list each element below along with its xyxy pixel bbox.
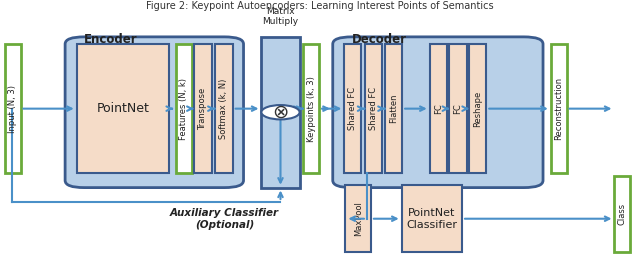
Text: Reshape: Reshape [473,91,482,127]
FancyBboxPatch shape [4,44,20,173]
FancyBboxPatch shape [65,37,244,188]
FancyBboxPatch shape [346,185,371,252]
FancyBboxPatch shape [344,44,362,173]
FancyBboxPatch shape [401,185,462,252]
FancyBboxPatch shape [194,44,212,173]
Text: Figure 2: Keypoint Autoencoders: Learning Interest Points of Semantics: Figure 2: Keypoint Autoencoders: Learnin… [146,1,494,10]
Text: Features (N, k): Features (N, k) [179,78,188,140]
Text: Matrix
Multiply: Matrix Multiply [262,7,298,26]
FancyBboxPatch shape [215,44,233,173]
FancyBboxPatch shape [614,176,630,252]
Text: PointNet: PointNet [97,102,149,115]
Text: Keypoints (k, 3): Keypoints (k, 3) [307,76,316,142]
Text: Reconstruction: Reconstruction [554,77,563,140]
FancyBboxPatch shape [176,44,192,173]
Text: Encoder: Encoder [84,34,138,46]
FancyBboxPatch shape [449,44,467,173]
FancyBboxPatch shape [429,44,447,173]
FancyBboxPatch shape [365,44,382,173]
FancyBboxPatch shape [333,37,543,188]
Text: Decoder: Decoder [352,34,407,46]
Text: ⊗: ⊗ [272,103,289,122]
Text: FC: FC [454,103,463,114]
Text: Transpose: Transpose [198,88,207,130]
Text: FC: FC [434,103,443,114]
Text: Input (N, 3): Input (N, 3) [8,85,17,133]
Circle shape [261,105,300,119]
Text: Softmax (k, N): Softmax (k, N) [220,78,228,139]
Text: Shared FC: Shared FC [348,87,357,130]
Text: Class: Class [618,203,627,225]
FancyBboxPatch shape [261,37,300,188]
FancyBboxPatch shape [77,44,169,173]
Text: Flatten: Flatten [389,94,398,123]
Text: MaxPool: MaxPool [354,201,363,236]
Text: Auxiliary Classifier
(Optional): Auxiliary Classifier (Optional) [170,208,279,230]
FancyBboxPatch shape [469,44,486,173]
Text: Shared FC: Shared FC [369,87,378,130]
Text: PointNet
Classifier: PointNet Classifier [406,208,458,230]
FancyBboxPatch shape [385,44,402,173]
FancyBboxPatch shape [303,44,319,173]
FancyBboxPatch shape [550,44,566,173]
